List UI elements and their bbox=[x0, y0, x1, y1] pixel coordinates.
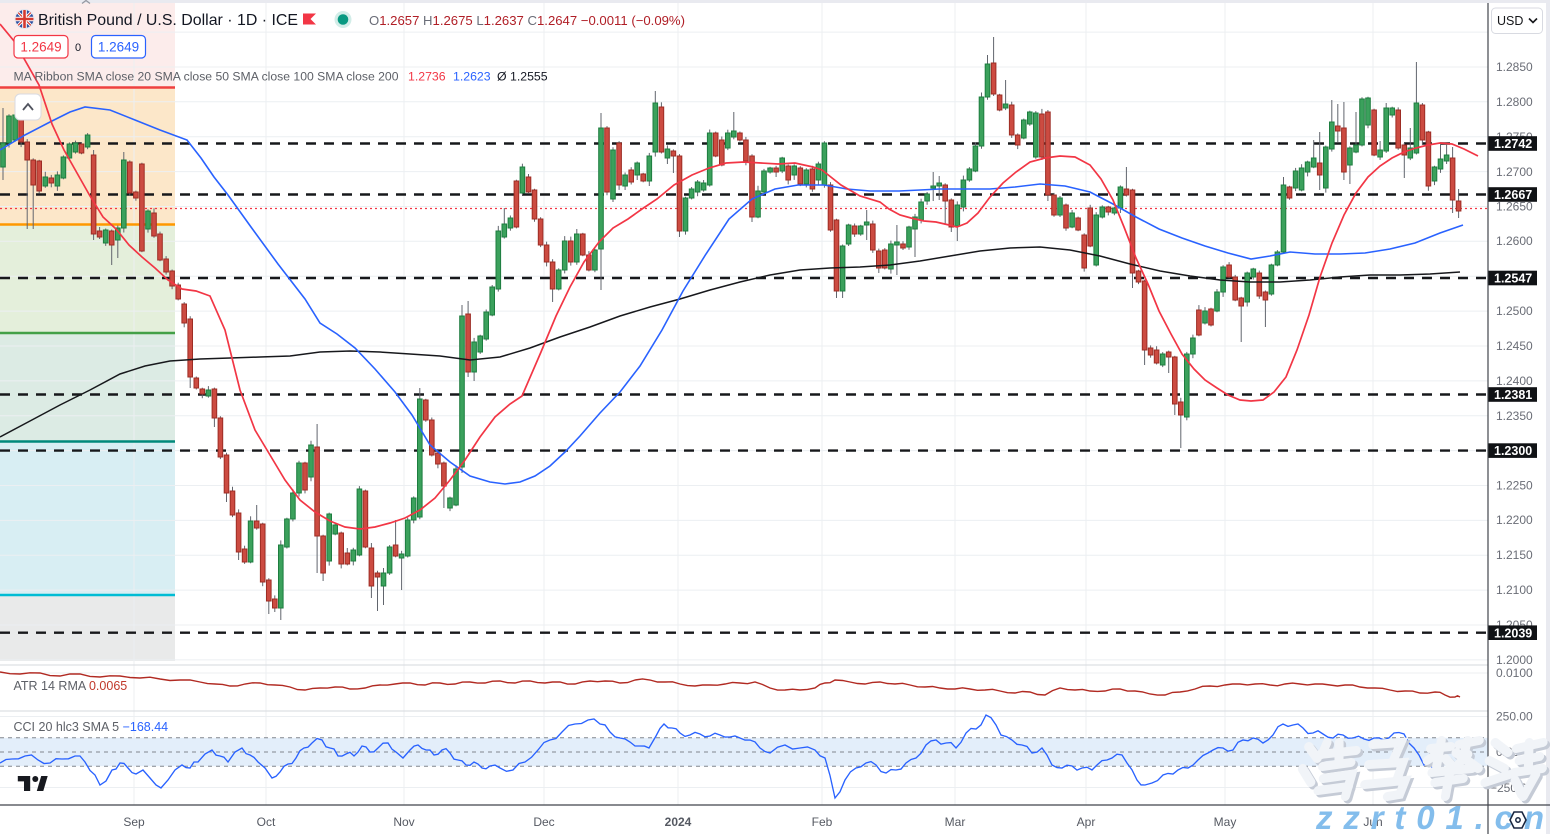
svg-text:1.2500: 1.2500 bbox=[1496, 304, 1533, 318]
svg-text:British Pound / U.S. Dollar ·: British Pound / U.S. Dollar · 1D · ICE bbox=[38, 12, 298, 29]
svg-text:1.2100: 1.2100 bbox=[1496, 583, 1533, 597]
svg-text:1.2000: 1.2000 bbox=[1496, 653, 1533, 667]
svg-text:1.2649: 1.2649 bbox=[20, 40, 61, 55]
svg-text:1.2200: 1.2200 bbox=[1496, 513, 1533, 527]
svg-text:zzrt01.cn: zzrt01.cn bbox=[1315, 799, 1544, 834]
svg-text:1.2800: 1.2800 bbox=[1496, 95, 1533, 109]
svg-text:1.2450: 1.2450 bbox=[1496, 339, 1533, 353]
svg-text:0.0100: 0.0100 bbox=[1496, 666, 1533, 680]
svg-text:MA Ribbon SMA close 20 SMA clo: MA Ribbon SMA close 20 SMA close 50 SMA … bbox=[14, 70, 399, 84]
svg-text:ATR 14 RMA 0.0065: ATR 14 RMA 0.0065 bbox=[14, 679, 128, 693]
svg-text:Feb: Feb bbox=[812, 815, 833, 829]
svg-text:1.2736: 1.2736 bbox=[408, 70, 446, 84]
svg-text:CCI 20 hlc3 SMA 5 −168.44: CCI 20 hlc3 SMA 5 −168.44 bbox=[14, 720, 169, 734]
svg-text:1.2547: 1.2547 bbox=[1494, 272, 1532, 286]
svg-text:Nov: Nov bbox=[393, 815, 414, 829]
svg-text:Sep: Sep bbox=[123, 815, 145, 829]
svg-text:1.2300: 1.2300 bbox=[1494, 444, 1532, 458]
svg-text:Apr: Apr bbox=[1077, 815, 1096, 829]
svg-text:1.2381: 1.2381 bbox=[1494, 388, 1532, 402]
svg-text:O1.2657 H1.2675 L1.2637 C1.264: O1.2657 H1.2675 L1.2637 C1.2647 −0.0011 … bbox=[369, 13, 685, 28]
svg-text:250.00: 250.00 bbox=[1496, 710, 1533, 724]
svg-text:1.2600: 1.2600 bbox=[1496, 234, 1533, 248]
svg-text:1.2400: 1.2400 bbox=[1496, 374, 1533, 388]
svg-text:1.2350: 1.2350 bbox=[1496, 409, 1533, 423]
svg-text:Mar: Mar bbox=[945, 815, 966, 829]
svg-text:1.2250: 1.2250 bbox=[1496, 479, 1533, 493]
svg-text:1.2039: 1.2039 bbox=[1494, 626, 1532, 640]
svg-text:1.2150: 1.2150 bbox=[1496, 548, 1533, 562]
svg-text:1.2742: 1.2742 bbox=[1494, 137, 1532, 151]
svg-text:USD: USD bbox=[1497, 14, 1523, 28]
svg-text:1.2850: 1.2850 bbox=[1496, 60, 1533, 74]
svg-text:1.2667: 1.2667 bbox=[1494, 188, 1532, 202]
svg-text:Jun: Jun bbox=[1363, 815, 1382, 829]
svg-text:0: 0 bbox=[75, 42, 81, 54]
svg-text:Ø 1.2555: Ø 1.2555 bbox=[497, 70, 548, 84]
svg-text:1.2623: 1.2623 bbox=[453, 70, 491, 84]
svg-text:Dec: Dec bbox=[533, 815, 554, 829]
svg-text:1.2700: 1.2700 bbox=[1496, 165, 1533, 179]
svg-text:1.2649: 1.2649 bbox=[98, 40, 139, 55]
svg-text:2024: 2024 bbox=[665, 815, 692, 829]
svg-text:Oct: Oct bbox=[257, 815, 276, 829]
svg-text:May: May bbox=[1214, 815, 1237, 829]
svg-text:1.2650: 1.2650 bbox=[1496, 200, 1533, 214]
